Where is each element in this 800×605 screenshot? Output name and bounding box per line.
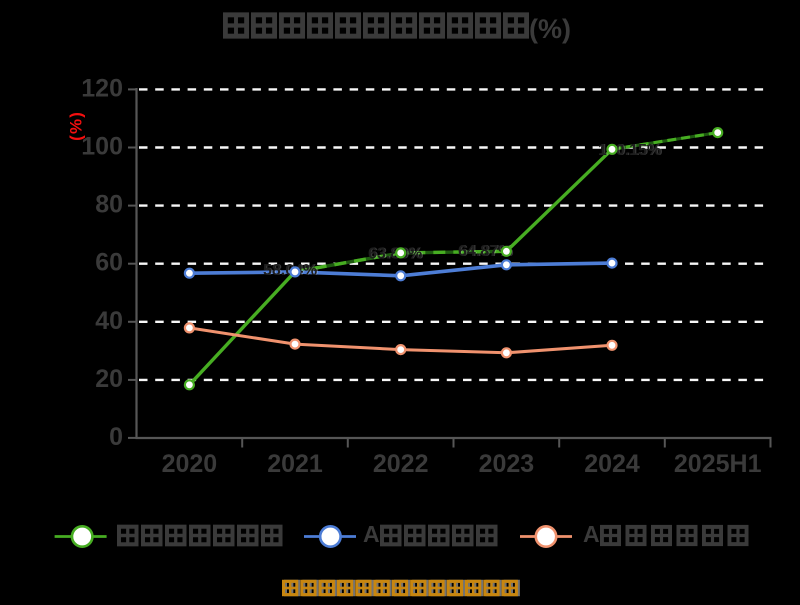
svg-text:2023: 2023: [479, 450, 535, 478]
svg-text:A: A: [583, 521, 600, 547]
svg-text:A: A: [363, 521, 380, 547]
svg-text:2020: 2020: [162, 450, 218, 478]
svg-text:64.87%: 64.87%: [459, 243, 513, 260]
svg-text:(%): (%): [529, 14, 571, 44]
svg-text:(%): (%): [66, 111, 85, 141]
svg-text:2022: 2022: [373, 450, 429, 478]
svg-text:60: 60: [95, 249, 123, 277]
svg-text:64.87%: 64.87%: [458, 243, 512, 260]
svg-text:100: 100: [81, 133, 123, 161]
svg-text:63.89%: 63.89%: [368, 246, 422, 263]
svg-text:0: 0: [109, 423, 123, 451]
svg-text:2024: 2024: [584, 450, 640, 478]
svg-text:20: 20: [95, 365, 123, 393]
svg-text:80: 80: [95, 191, 123, 219]
svg-text:40: 40: [95, 307, 123, 335]
svg-text:2021: 2021: [267, 450, 323, 478]
svg-text:2025H1: 2025H1: [674, 450, 762, 478]
svg-text:120: 120: [81, 74, 123, 102]
